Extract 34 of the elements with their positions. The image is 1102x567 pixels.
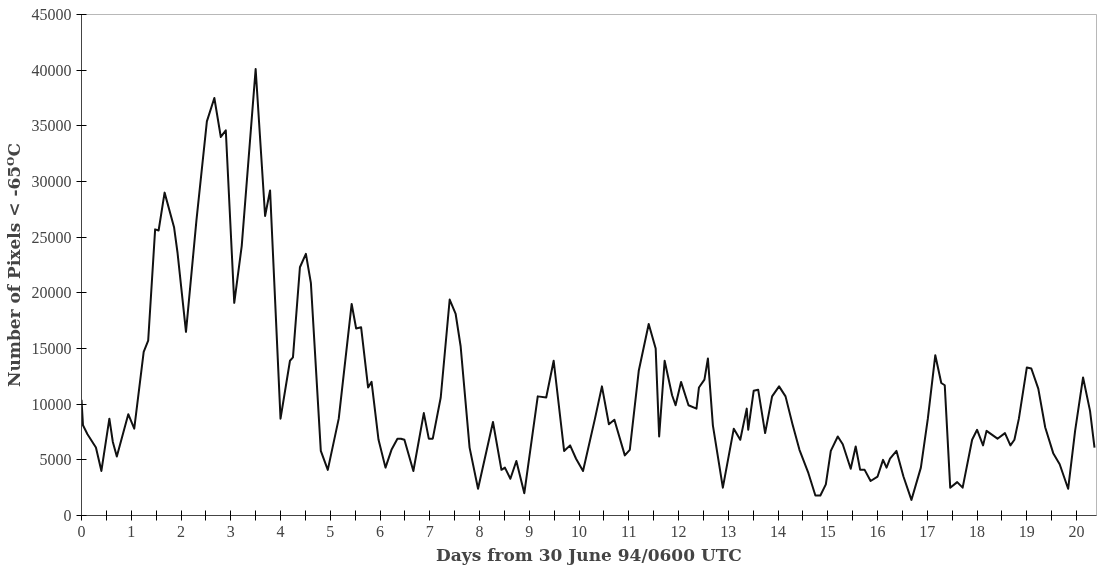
y-tick-label: 25000 <box>31 228 72 246</box>
x-tick-label: 5 <box>326 522 335 540</box>
x-tick-label: 3 <box>226 522 235 540</box>
x-tick-label: 10 <box>571 522 588 540</box>
y-tick-label: 15000 <box>31 340 72 357</box>
y-tick-label: 20000 <box>31 284 72 302</box>
x-tick-label: 9 <box>525 522 534 540</box>
x-tick-label: 13 <box>720 522 737 540</box>
x-tick-label: 7 <box>425 522 434 540</box>
x-tick-label: 17 <box>919 522 936 540</box>
y-tick-label: 0 <box>63 507 72 524</box>
y-tick-label: 45000 <box>31 6 72 23</box>
x-tick-label: 6 <box>376 522 385 540</box>
y-tick-label: 10000 <box>31 395 72 413</box>
y-tick-label: 5000 <box>39 451 72 469</box>
x-tick-label: 1 <box>127 522 136 540</box>
x-tick-label: 19 <box>1018 522 1035 540</box>
x-tick-label: 14 <box>770 522 787 540</box>
x-tick-label: 2 <box>177 522 186 540</box>
line-series <box>81 68 1096 501</box>
x-axis-title: Days from 30 June 94/0600 UTC <box>436 544 742 565</box>
x-tick-label: 20 <box>1068 522 1085 540</box>
y-tick-label: 30000 <box>31 173 72 190</box>
x-tick-label: 8 <box>475 522 484 540</box>
x-tick-label: 15 <box>819 522 836 540</box>
x-tick-label: 18 <box>969 522 986 540</box>
y-tick-label: 35000 <box>31 117 72 135</box>
x-tick-label: 12 <box>670 522 687 540</box>
x-tick-label: 4 <box>276 522 285 540</box>
y-tick-label: 40000 <box>31 61 72 79</box>
x-tick-label: 0 <box>77 522 86 540</box>
x-tick-label: 11 <box>621 522 637 540</box>
y-axis-title: Number of Pixels < -65ᴼC <box>3 143 24 387</box>
x-tick-label: 16 <box>869 522 886 540</box>
